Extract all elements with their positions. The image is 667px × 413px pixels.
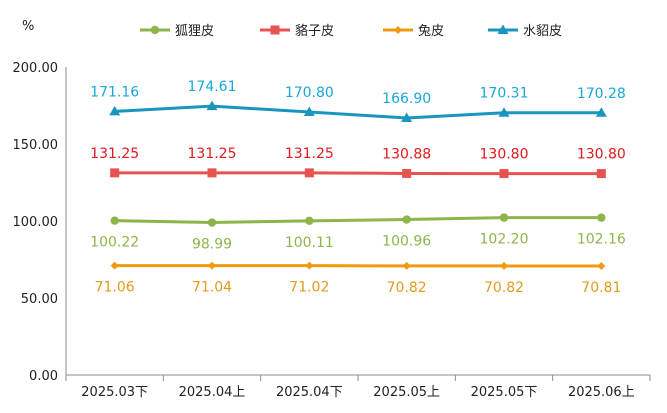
y-tick-label: 200.00 [13,61,59,76]
data-label: 102.20 [480,232,529,248]
series-diamond [110,261,606,270]
data-point-marker [401,112,413,122]
series-line [114,216,602,225]
data-label: 71.02 [289,280,329,296]
data-label: 170.80 [285,85,334,101]
data-point-marker [304,168,314,178]
data-label: 100.11 [285,235,334,251]
data-point-marker [208,261,216,270]
data-point-marker [110,216,119,225]
series-line [114,171,602,176]
series-square [110,168,606,179]
data-point-marker [595,107,607,117]
data-label: 102.16 [577,232,626,248]
data-label: 131.25 [188,146,237,162]
data-labels: 100.22 98.99 100.11 100.96 102.20 102.16 131.2… [90,79,626,296]
data-label: 171.16 [90,84,139,100]
data-label: 71.06 [95,280,135,296]
data-point-marker [150,25,160,35]
data-label: 70.81 [581,280,621,296]
data-label: 130.80 [480,147,529,163]
data-point-marker [207,168,217,178]
y-tick-label: 0.00 [29,369,58,384]
data-point-marker [402,261,411,270]
legend-item: 水貂皮 [488,24,562,39]
data-label: 170.31 [480,86,529,102]
x-tick-label: 2025.06上 [568,385,635,400]
data-point-marker [110,168,120,178]
legend-item: 狐狸皮 [140,24,214,39]
data-point-marker [110,261,119,270]
data-point-marker [402,215,411,224]
y-axis-unit-label: % [22,19,34,34]
data-point-marker [305,261,314,270]
x-tick-label: 2025.04下 [276,385,343,400]
data-label: 130.80 [577,147,626,163]
data-label: 71.04 [192,280,232,296]
legend-label: 水貂皮 [523,24,562,39]
x-tick-label: 2025.05上 [373,385,440,400]
y-axis-ticks: 0.00 50.00 100.00 150.00 200.00 [13,61,59,384]
chart-series [109,100,607,270]
legend-item: 兔皮 [383,24,444,39]
data-point-marker [500,261,508,270]
data-label: 70.82 [484,280,524,296]
x-tick-label: 2025.05下 [471,385,538,400]
data-label: 130.88 [382,146,431,162]
legend-label: 貉子皮 [295,23,334,39]
chart-axes [65,67,651,381]
y-tick-label: 150.00 [13,138,59,153]
data-point-marker [597,261,606,270]
data-point-marker [394,26,402,34]
data-point-marker [303,106,315,116]
series-triangle [109,100,607,122]
data-point-marker [305,216,314,226]
data-label: 70.82 [387,280,427,296]
x-tick-label: 2025.04上 [179,385,246,400]
x-tick-label: 2025.03下 [81,385,148,400]
y-tick-label: 100.00 [13,215,59,230]
data-label: 174.61 [188,79,237,95]
series-line [114,104,602,120]
data-point-marker [207,218,217,227]
data-point-marker [499,213,509,222]
data-point-marker [499,169,509,179]
legend-item: 貉子皮 [260,23,334,39]
data-label: 170.28 [577,86,626,102]
series-circle [110,213,606,227]
x-axis-ticks: 2025.03下 2025.04上 2025.04下 2025.05上 2025.05下… [81,385,634,400]
data-point-marker [597,213,606,222]
data-label: 100.96 [382,234,431,250]
data-label: 100.22 [90,235,139,251]
data-point-marker [497,24,509,34]
data-point-marker [402,168,412,178]
y-tick-label: 50.00 [21,292,58,307]
legend-label: 兔皮 [418,24,444,39]
data-point-marker [596,169,606,179]
data-label: 98.99 [192,237,232,253]
data-point-marker [206,100,218,111]
data-point-marker [109,105,121,116]
legend-label: 狐狸皮 [175,24,214,39]
data-point-marker [498,107,510,117]
data-point-marker [270,25,280,35]
chart-legend: 狐狸皮 貉子皮 兔皮 水貂皮 [140,23,562,39]
data-label: 131.25 [90,146,139,162]
data-label: 131.25 [285,146,334,162]
data-label: 166.90 [382,91,431,107]
